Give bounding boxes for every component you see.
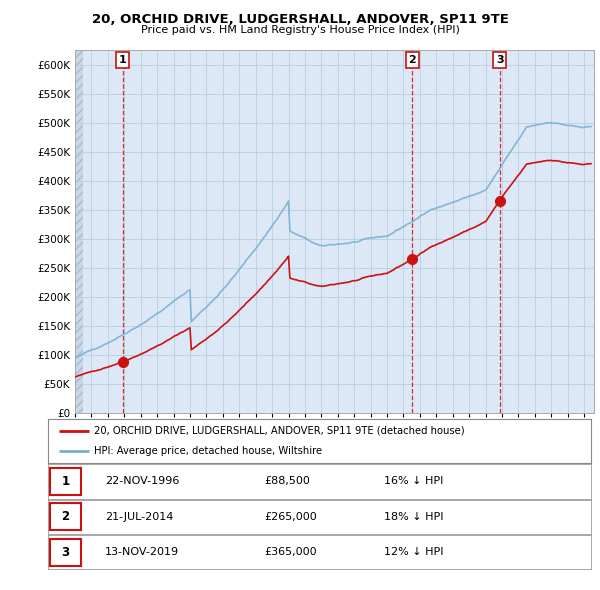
Bar: [75, 50, 83, 413]
Text: Price paid vs. HM Land Registry's House Price Index (HPI): Price paid vs. HM Land Registry's House …: [140, 25, 460, 35]
Text: 12% ↓ HPI: 12% ↓ HPI: [384, 548, 443, 557]
Text: 21-JUL-2014: 21-JUL-2014: [105, 512, 173, 522]
Text: 2: 2: [61, 510, 70, 523]
Text: 20, ORCHID DRIVE, LUDGERSHALL, ANDOVER, SP11 9TE: 20, ORCHID DRIVE, LUDGERSHALL, ANDOVER, …: [92, 13, 508, 26]
Text: 22-NOV-1996: 22-NOV-1996: [105, 477, 179, 486]
Text: £88,500: £88,500: [264, 477, 310, 486]
Text: 18% ↓ HPI: 18% ↓ HPI: [384, 512, 443, 522]
Text: 20, ORCHID DRIVE, LUDGERSHALL, ANDOVER, SP11 9TE (detached house): 20, ORCHID DRIVE, LUDGERSHALL, ANDOVER, …: [94, 426, 465, 436]
Text: 13-NOV-2019: 13-NOV-2019: [105, 548, 179, 557]
Text: £265,000: £265,000: [264, 512, 317, 522]
Text: 3: 3: [496, 55, 503, 65]
Text: 1: 1: [61, 475, 70, 488]
Text: £365,000: £365,000: [264, 548, 317, 557]
Text: 2: 2: [409, 55, 416, 65]
Text: HPI: Average price, detached house, Wiltshire: HPI: Average price, detached house, Wilt…: [94, 446, 322, 456]
Text: 16% ↓ HPI: 16% ↓ HPI: [384, 477, 443, 486]
Text: 1: 1: [119, 55, 127, 65]
Text: 3: 3: [61, 546, 70, 559]
